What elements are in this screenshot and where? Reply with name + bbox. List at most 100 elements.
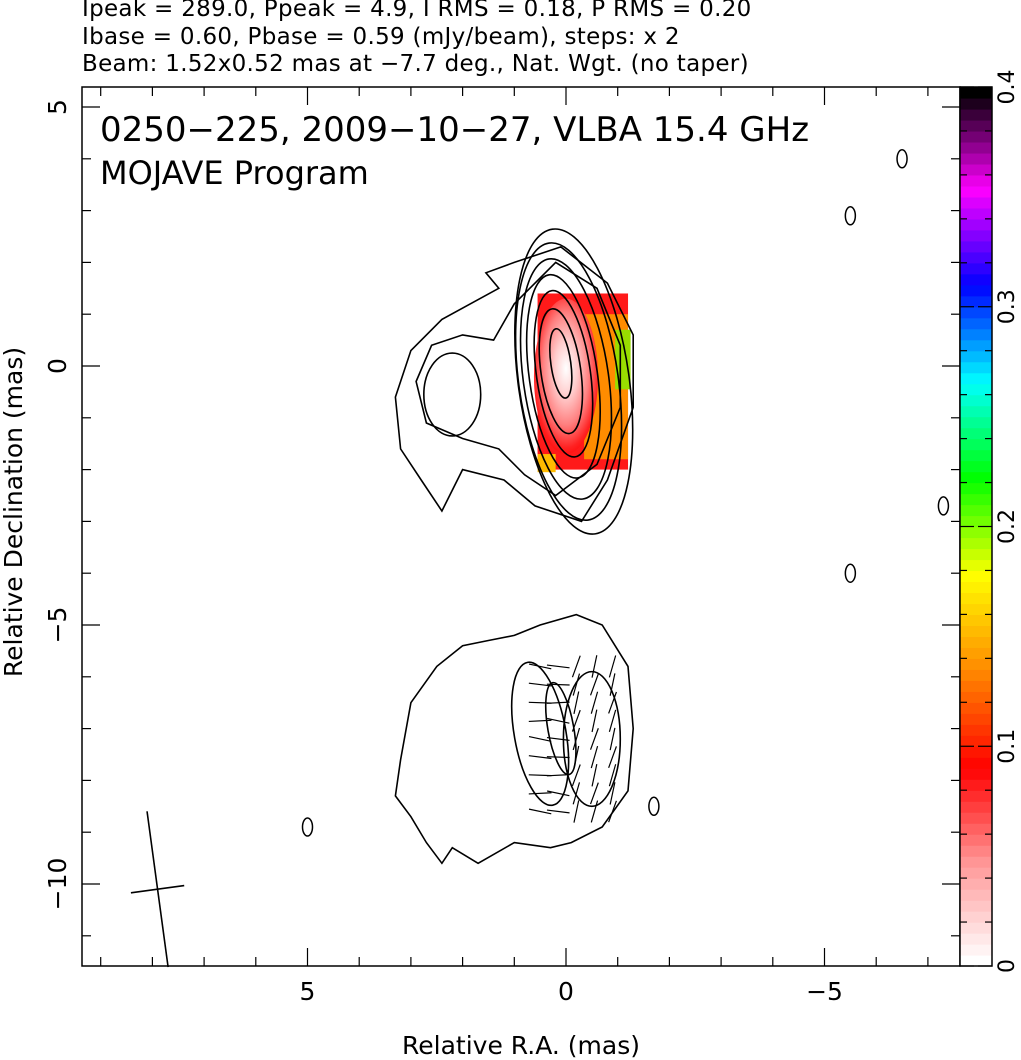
colorbar-swatch (960, 548, 992, 561)
colorbar-swatch (960, 460, 992, 473)
noise-island-contour (648, 796, 660, 817)
evpa-vector (608, 691, 617, 714)
evpa-vector (590, 745, 599, 769)
colorbar-swatch (960, 647, 992, 659)
colorbar-swatch (960, 152, 992, 165)
colorbar-swatch (960, 790, 992, 802)
evpa-vector (608, 764, 617, 787)
header-line-peaks: Ipeak = 289.0, Ppeak = 4.9, I RMS = 0.18… (82, 0, 752, 22)
contour-core-level-2 (514, 242, 623, 522)
colorbar-swatch (960, 911, 992, 923)
colorbar-swatch (960, 482, 992, 495)
polarization-core-gradient (533, 298, 599, 455)
colorbar-swatch (960, 625, 992, 637)
colorbar-swatch (960, 933, 992, 945)
colorbar-swatch (960, 867, 992, 879)
beam-cross (130, 811, 185, 968)
polarization-region-rim (615, 329, 631, 390)
axis-tick-labels: 5 0 −5 5 0 −5 −10 (43, 99, 843, 1006)
colorbar-swatch (960, 955, 992, 967)
evpa-vector (591, 655, 598, 678)
evpa-vector (589, 673, 599, 696)
colorbar-swatch (960, 284, 992, 297)
colorbar-swatch (960, 735, 992, 747)
colorbar-tick-label: 0 (995, 959, 1020, 973)
noise-islands (301, 149, 950, 837)
colorbar-swatch (960, 163, 992, 176)
evpa-vector (608, 746, 617, 769)
evpa-vector (528, 719, 552, 723)
colorbar: 0 0.1 0.2 0.3 0.4 (959, 70, 1020, 973)
colorbar-swatch (960, 416, 992, 429)
x-axis-label: Relative R.A. (mas) (402, 1031, 640, 1060)
colorbar-swatch (960, 724, 992, 736)
colorbar-swatch (960, 823, 992, 835)
colorbar-tick-label: 0.3 (995, 289, 1020, 324)
evpa-vector (572, 673, 581, 696)
colorbar-swatch (960, 438, 992, 451)
colorbar-swatch (960, 306, 992, 319)
colorbar-swatch (960, 262, 992, 275)
colorbar-swatch (960, 273, 992, 286)
noise-island-contour (937, 496, 950, 516)
evpa-vector (573, 745, 580, 769)
colorbar-swatch (960, 559, 992, 572)
colorbar-swatch (960, 229, 992, 242)
evpa-vector (528, 736, 552, 742)
colorbar-swatch (960, 504, 992, 517)
colorbar-swatch (960, 757, 992, 769)
evpa-vector (571, 709, 581, 732)
colorbar-swatch (960, 405, 992, 418)
colorbar-swatch (960, 768, 992, 780)
evpa-vector (546, 664, 570, 669)
colorbar-swatch (960, 614, 992, 626)
colorbar-swatch (960, 702, 992, 714)
colorbar-swatch (960, 394, 992, 407)
evpa-vector (608, 800, 617, 823)
header-line-beam: Beam: 1.52x0.52 mas at −7.7 deg., Nat. W… (82, 51, 749, 77)
evpa-vector (572, 727, 581, 751)
colorbar-swatch (960, 185, 992, 198)
colorbar-swatch (960, 680, 992, 692)
evpa-vector (546, 717, 570, 724)
contour-outer-lower (394, 613, 635, 865)
noise-island-contour (844, 206, 857, 226)
colorbar-swatch (960, 207, 992, 220)
colorbar-swatch (960, 251, 992, 264)
evpa-vector (609, 673, 616, 696)
contour-core-level-3 (519, 257, 613, 500)
colorbar-swatch (960, 944, 992, 956)
evpa-vector (528, 808, 552, 815)
colorbar-tick-label: 0.1 (995, 729, 1020, 764)
noise-island-contour (896, 149, 908, 169)
evpa-vector (546, 736, 570, 741)
map-title: 0250−225, 2009−10−27, VLBA 15.4 GHz (100, 110, 809, 150)
colorbar-swatch (960, 845, 992, 857)
contour-lower-inner-1 (510, 661, 570, 807)
colorbar-swatch (960, 317, 992, 330)
colorbar-swatch (960, 669, 992, 681)
polarization-region-tail (537, 454, 556, 473)
colorbar-swatch (960, 328, 992, 341)
evpa-vector (573, 800, 580, 823)
colorbar-swatch (960, 713, 992, 725)
evpa-vector (572, 782, 581, 805)
evpa-vector (528, 663, 552, 670)
x-tick-label: 5 (300, 977, 316, 1006)
colorbar-swatch (960, 372, 992, 385)
colorbar-swatch (960, 691, 992, 703)
colorbar-swatch (960, 218, 992, 231)
evpa-vector (546, 790, 570, 797)
colorbar-swatch (960, 383, 992, 396)
evpa-vector (546, 809, 570, 814)
colorbar-swatch (960, 878, 992, 890)
colorbar-swatch (960, 603, 992, 615)
map-subtitle: MOJAVE Program (100, 154, 369, 192)
colorbar-swatch (960, 97, 992, 110)
colorbar-swatch (960, 636, 992, 648)
evpa-vector (546, 774, 570, 777)
colorbar-swatch (960, 856, 992, 868)
x-tick-label: 0 (558, 977, 574, 1006)
y-tick-label: −10 (43, 858, 72, 911)
